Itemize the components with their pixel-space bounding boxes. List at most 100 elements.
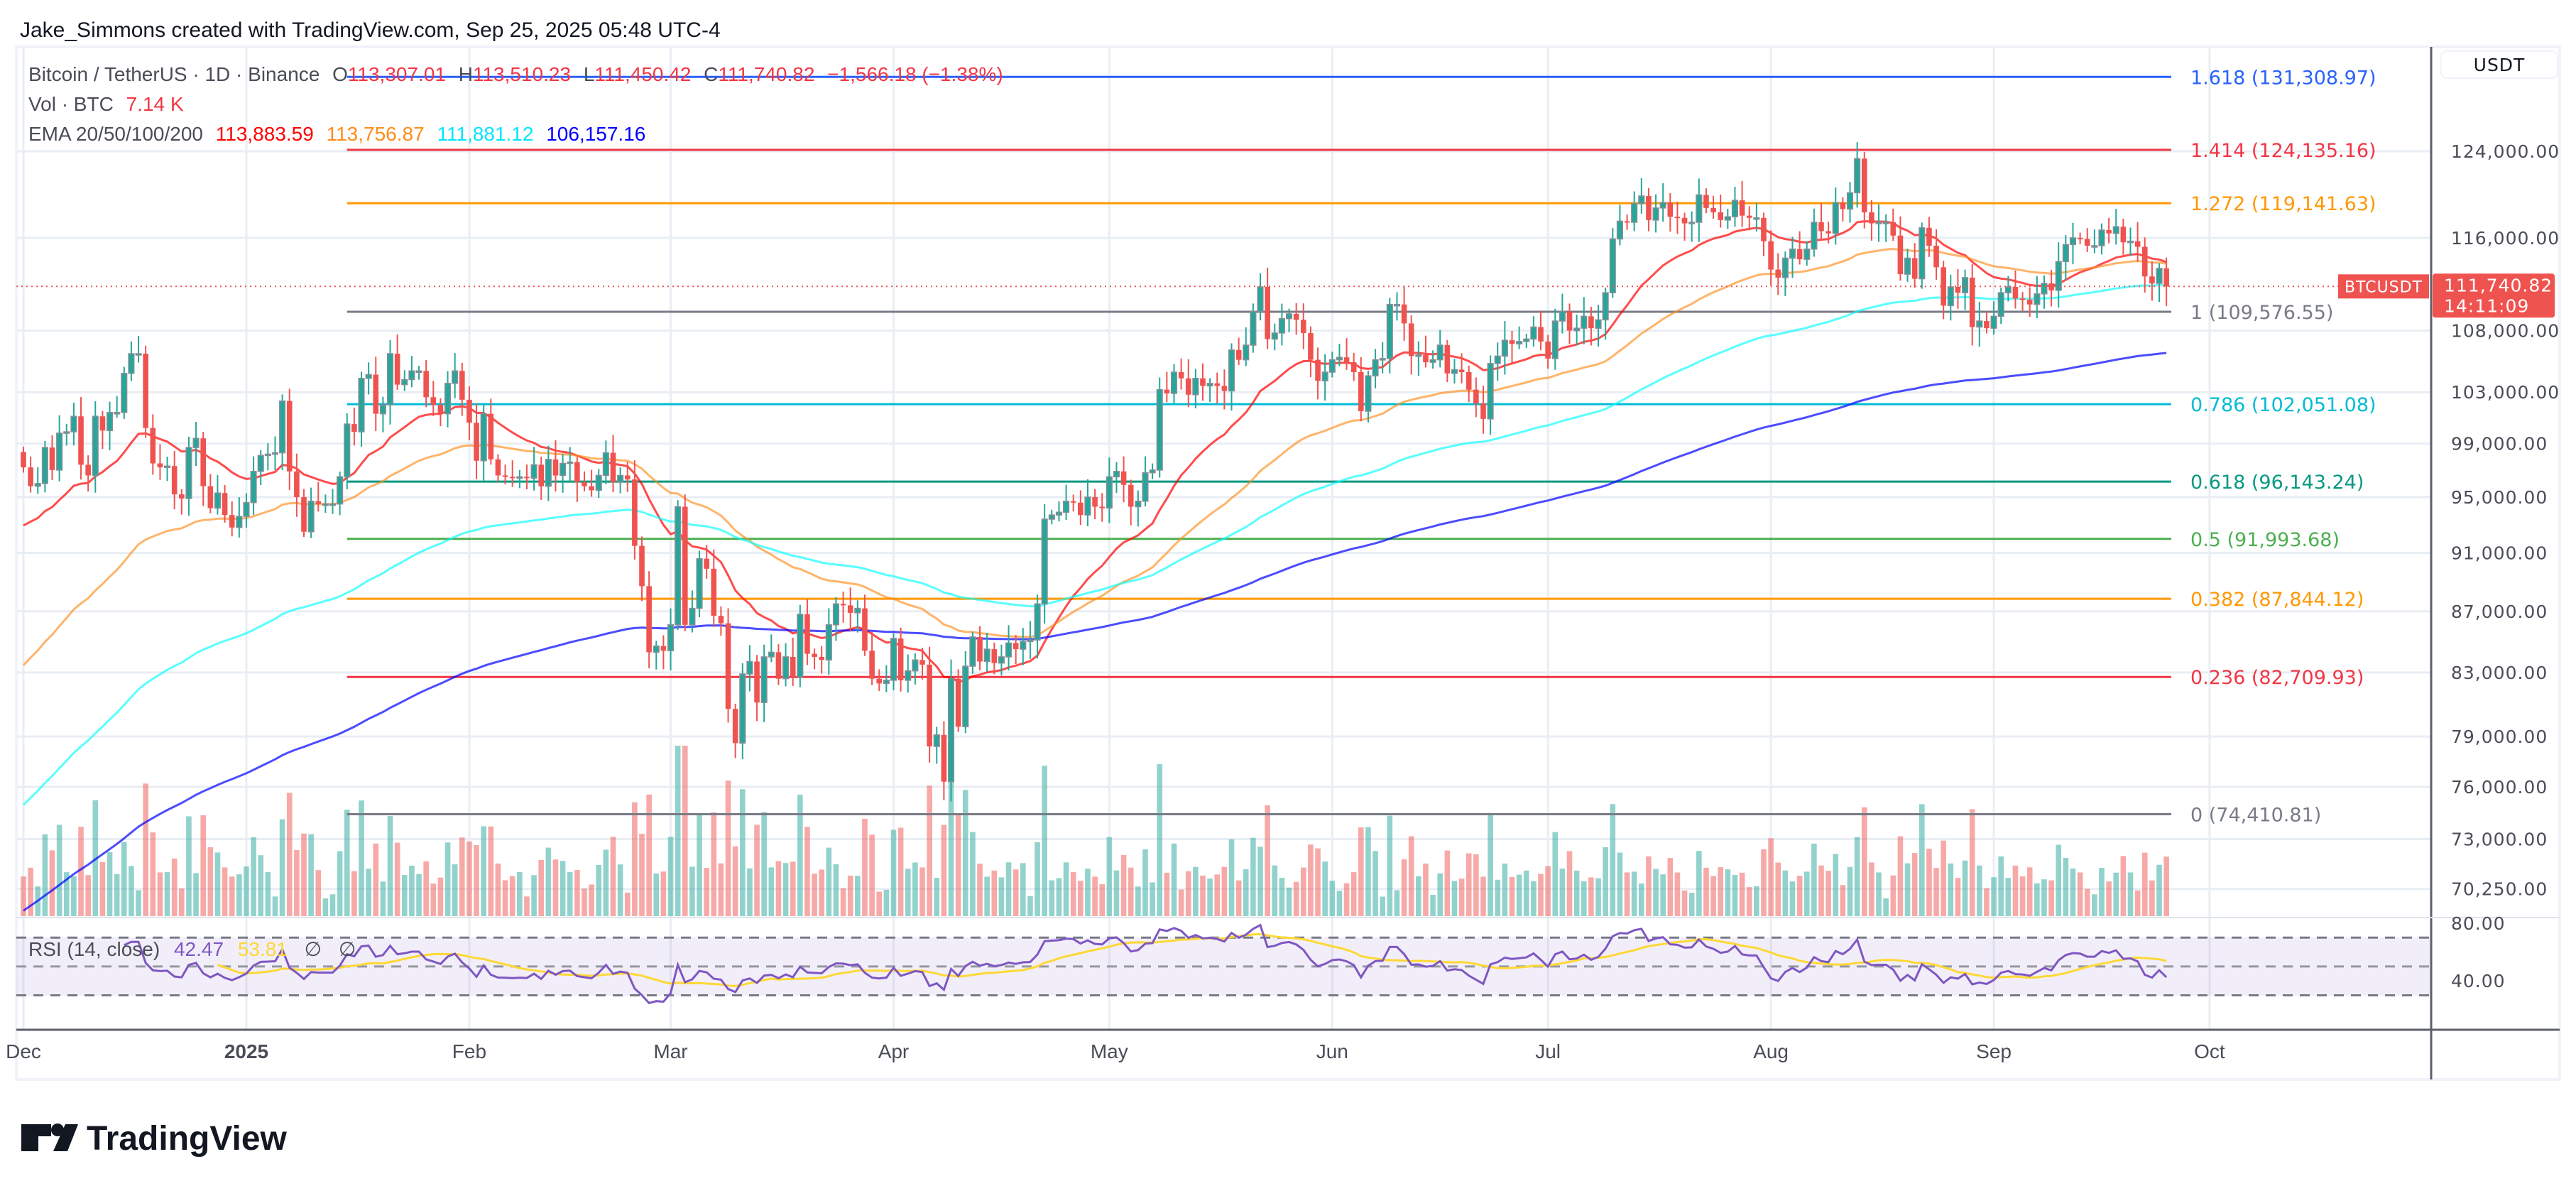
symbol-title[interactable]: Bitcoin / TetherUS · 1D · Binance [28, 63, 320, 85]
ema50-value: 113,756.87 [327, 123, 425, 145]
volume-bar [1265, 805, 1270, 916]
candle [825, 608, 832, 675]
volume-bar [1279, 878, 1285, 916]
volume-bar [531, 875, 537, 916]
volume-bar [1120, 854, 1127, 916]
candle [1214, 372, 1221, 403]
candle [1602, 287, 1609, 340]
candle [1631, 191, 1638, 232]
candle [1962, 269, 1969, 310]
candle-body [1487, 363, 1494, 420]
volume-bar [1746, 887, 1752, 916]
candle-body [1551, 320, 1559, 359]
candle-body [2034, 293, 2041, 305]
volume-bar [1092, 876, 1098, 916]
candle [2048, 269, 2054, 307]
volume-value: 7.14 K [126, 93, 184, 115]
rsi-na-value-1: ∅ [305, 938, 322, 960]
volume-bar [157, 872, 163, 916]
candle-body [1919, 227, 1926, 280]
candle-body [2149, 276, 2155, 284]
candle-body [1696, 194, 1703, 223]
rsi-axis-ticks[interactable]: 80.00 40.00 [2451, 913, 2506, 991]
candle-body [344, 423, 351, 478]
fib-label-0.786: 0.786 (102,051.08) [2190, 394, 2376, 416]
volume-bar [1056, 878, 1062, 916]
candle [1501, 321, 1508, 375]
volume-label[interactable]: Vol · BTC [28, 93, 114, 115]
tradingview-logo[interactable]: TradingView [21, 1120, 288, 1158]
candle [732, 703, 738, 758]
candle [386, 339, 394, 425]
candle-body [171, 466, 178, 495]
volume-bar [1013, 869, 1019, 916]
candle [2141, 237, 2148, 293]
symbol-tag [2338, 274, 2429, 299]
candle-body [1897, 235, 1904, 275]
candle-body [2055, 261, 2062, 291]
candle [969, 631, 976, 674]
candle [1904, 249, 1911, 282]
candle-body [689, 607, 696, 626]
candle [1746, 206, 1752, 231]
candle [307, 487, 315, 538]
candle [760, 644, 768, 722]
volume-bar [667, 837, 674, 916]
candle [782, 643, 790, 687]
time-axis[interactable]: Dec 2025 Feb Mar Apr May Jun Jul Aug Sep Oct [6, 1040, 2225, 1062]
volume-bar [984, 876, 990, 916]
candle [1652, 194, 1659, 233]
volume-bar [1423, 863, 1429, 916]
candle-body [1401, 304, 1407, 324]
volume-bar [632, 802, 638, 916]
volume-bar [2019, 876, 2026, 916]
candle-body [589, 486, 594, 491]
ema-label[interactable]: EMA 20/50/100/200 [28, 123, 203, 145]
volume-bar [1365, 827, 1371, 916]
volume-bar [1235, 880, 1242, 916]
volume-bar [1710, 876, 1716, 916]
candle-body [408, 370, 415, 381]
candle [1516, 326, 1523, 349]
volume-bar [912, 862, 918, 916]
candle-body [1638, 195, 1645, 205]
volume-bar [308, 834, 314, 916]
candle [1990, 301, 1997, 335]
candle-body [257, 455, 264, 472]
candle [1638, 178, 1645, 214]
candle-body [286, 401, 293, 472]
candle [49, 435, 55, 481]
volume-bar [675, 746, 681, 916]
candle [301, 489, 307, 538]
price-tick-label: 99,000.00 [2451, 434, 2548, 455]
candle [1969, 263, 1975, 346]
candle [538, 457, 545, 500]
candle-body [222, 493, 228, 516]
candle [876, 669, 883, 692]
candle-body [1509, 340, 1515, 344]
rsi-label[interactable]: RSI (14, close) [28, 938, 160, 960]
volume-bar [704, 868, 709, 916]
candle [1494, 342, 1501, 381]
volume-bar [444, 842, 451, 916]
candle [474, 403, 479, 479]
volume-bar [761, 812, 767, 916]
volume-bar [1128, 867, 1134, 916]
candle [1206, 378, 1213, 402]
candle-body [1149, 469, 1156, 474]
candle-body [236, 516, 243, 528]
candle-body [660, 646, 667, 651]
volume-bar [1228, 839, 1235, 916]
candle-body [1113, 471, 1120, 478]
candle [128, 341, 135, 381]
fibonacci-retracement[interactable]: 1.618 (131,308.97) 1.414 (124,135.16) 1.27… [346, 67, 2376, 827]
last-price-value: 111,740.82 [2444, 275, 2553, 295]
candle-body [947, 678, 955, 783]
currency-button[interactable]: USDT [2440, 50, 2558, 79]
volume-bar [1142, 849, 1148, 916]
volume-bar [214, 852, 221, 916]
candle [236, 497, 243, 538]
price-axis-ticks[interactable]: 124,000.00 116,000.00 108,000.00 103,000.00… [2451, 141, 2560, 900]
high-value: 113,510.23 [473, 63, 571, 85]
